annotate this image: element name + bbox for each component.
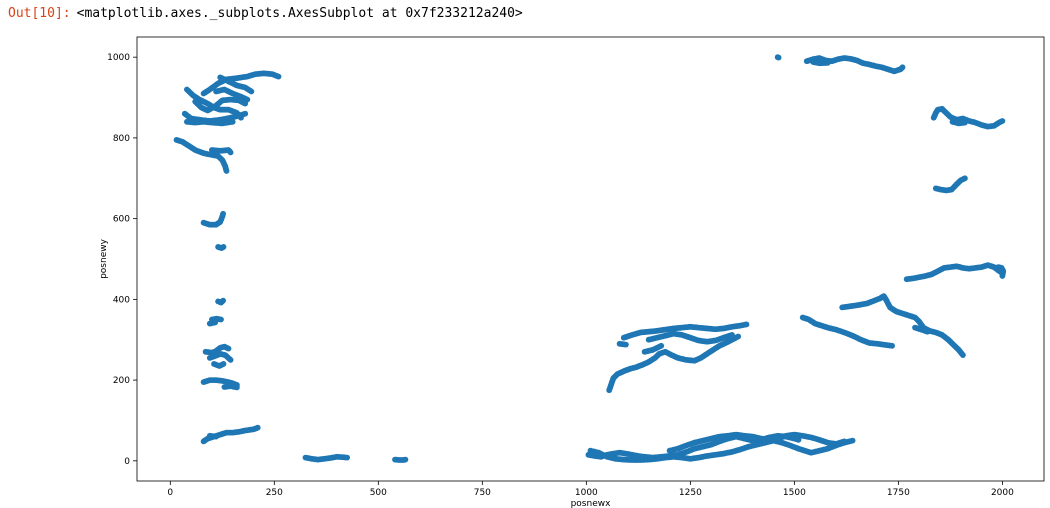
axes-frame [136,36,1045,482]
x-tick-label: 1250 [679,488,702,498]
scatter-point [775,54,782,61]
scatter-point [402,456,409,463]
output-repr-text: <matplotlib.axes._subplots.AxesSubplot a… [76,6,523,21]
scatter-point [212,319,219,326]
scatter-point [229,118,236,125]
scatter-point [658,342,665,349]
scatter-point [234,384,240,391]
x-tick-label: 1500 [783,488,806,498]
scatter-point [242,100,249,107]
scatter-point [899,64,906,71]
x-tick-label: 750 [474,488,491,498]
scatter-point [254,424,261,431]
scatter-point [275,73,282,80]
scatter-point [849,437,856,444]
scatter-point [735,333,742,340]
y-tick-label: 800 [113,134,130,144]
scatter-point [225,345,232,352]
scatter-point [960,352,966,358]
scatter-point [220,244,227,250]
y-tick-label: 600 [113,215,130,225]
x-tick-label: 2000 [991,488,1014,498]
scatter-point [220,210,227,217]
y-tick-label: 200 [113,376,130,386]
scatter-point [962,119,968,126]
scatter-point [213,433,220,440]
y-tick-label: 0 [124,457,130,467]
y-tick-label: 1000 [107,53,130,63]
x-axis-label: posnewx [571,499,612,508]
scatter-point [242,110,249,117]
output-cell: Out[10]: <matplotlib.axes._subplots.AxesS… [8,2,523,22]
scatter-point [227,149,234,156]
scatter-point [223,168,230,174]
scatter-point [729,332,735,338]
scatter-point [924,328,931,335]
x-tick-label: 0 [167,488,173,498]
y-axis-label: posnewy [99,238,109,279]
x-tick-label: 1000 [575,488,598,498]
x-tick-label: 500 [370,488,387,498]
scatter-point [824,59,831,66]
scatter-point [248,88,255,95]
scatter-point [962,175,968,182]
scatter-point [889,342,895,349]
scatter-point [999,118,1006,124]
scatter-point [344,454,350,461]
scatter-point [841,438,848,445]
scatter-point [220,361,227,367]
output-prompt: Out[10]: [8,6,71,21]
scatter-point [999,273,1006,279]
y-tick-label: 400 [113,295,130,305]
x-tick-label: 250 [266,488,283,498]
scatter-point [227,357,234,363]
scatter-point [743,321,750,328]
scatter-points [173,54,1007,463]
x-tick-label: 1750 [887,488,910,498]
scatter-point [218,316,224,323]
scatter-point [623,341,629,348]
scatter-point [220,297,227,304]
scatter-point [795,436,802,443]
